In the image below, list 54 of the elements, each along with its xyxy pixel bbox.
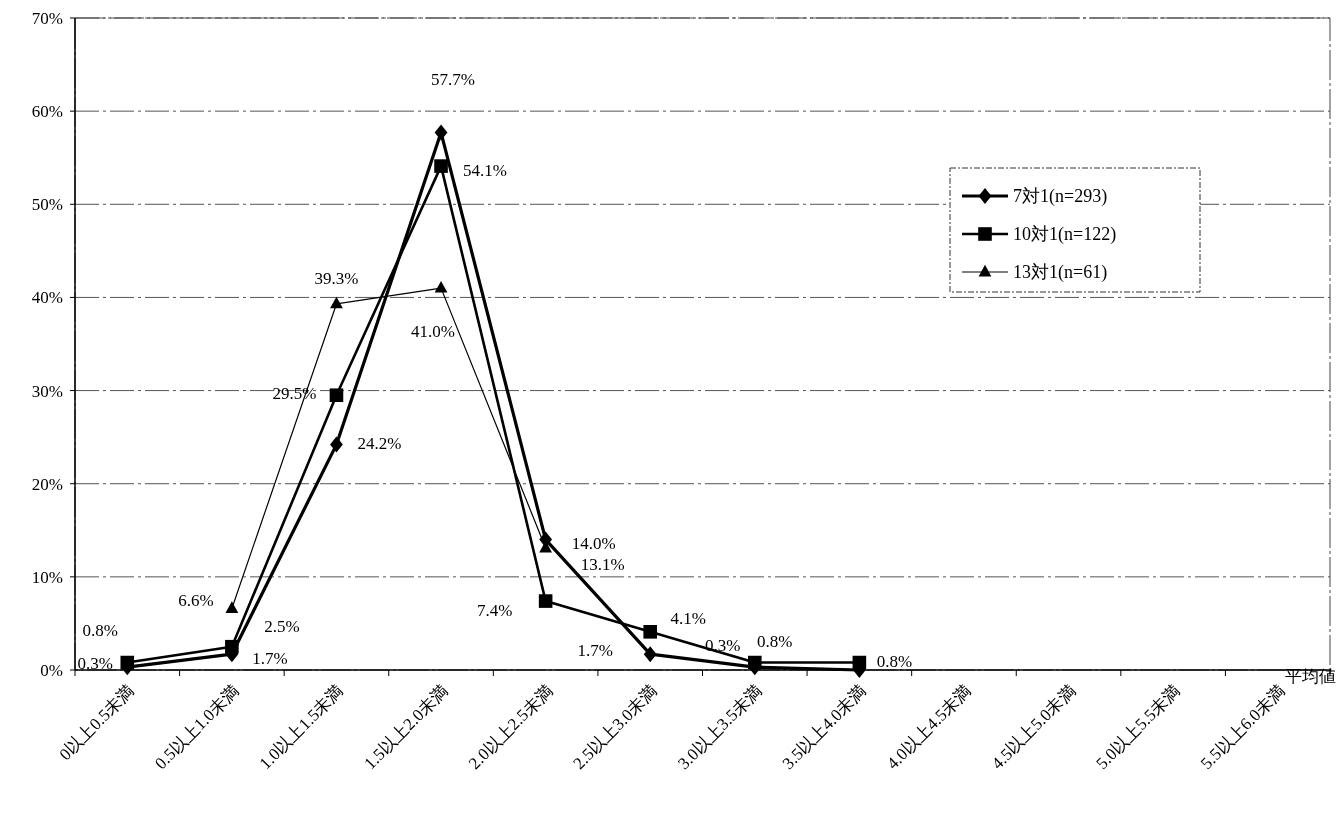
point bbox=[120, 655, 135, 670]
y-tick-label: 30% bbox=[31, 381, 63, 401]
point bbox=[434, 280, 448, 293]
data-label: 41.0% bbox=[411, 322, 455, 342]
x-tick-label: 1.5以上2.0未満 bbox=[360, 681, 452, 773]
x-tick-label: 0以上0.5未満 bbox=[55, 681, 139, 764]
data-label: 24.2% bbox=[357, 433, 402, 453]
y-tick-label: 40% bbox=[31, 288, 63, 308]
x-tick-label: 2.0以上2.5未満 bbox=[464, 681, 557, 773]
x-tick-label: 3.5以上4.0未満 bbox=[778, 681, 871, 773]
point bbox=[643, 646, 657, 663]
point bbox=[330, 296, 343, 309]
x-tick-label: 0.5以上1.0未満 bbox=[151, 681, 243, 773]
point bbox=[643, 625, 658, 639]
point bbox=[434, 159, 448, 173]
data-label: 6.6% bbox=[178, 590, 214, 610]
data-label: 1.7% bbox=[252, 649, 288, 669]
data-label: 1.7% bbox=[577, 641, 613, 661]
y-tick-label: 0% bbox=[40, 661, 63, 680]
data-label: 0.8% bbox=[82, 620, 118, 640]
y-tick-label: 20% bbox=[31, 474, 63, 494]
point bbox=[852, 655, 867, 670]
legend-label: 13対1(n=61) bbox=[1013, 262, 1108, 283]
x-tick-label: 1.0以上1.5未満 bbox=[255, 681, 348, 773]
data-label: 54.1% bbox=[463, 161, 507, 181]
data-label: 13.1% bbox=[580, 554, 625, 574]
x-tick-label: 4.0以上4.5未満 bbox=[883, 681, 975, 773]
y-tick-label: 10% bbox=[31, 567, 63, 587]
point bbox=[329, 388, 344, 403]
point bbox=[747, 655, 762, 670]
legend-label: 10対1(n=122) bbox=[1013, 224, 1117, 245]
x-tick-label: 3.0以上3.5未満 bbox=[674, 681, 766, 773]
point bbox=[225, 601, 239, 613]
data-label: 39.3% bbox=[314, 268, 359, 288]
point bbox=[225, 639, 239, 654]
x-tick-label: 2.5以上3.0未満 bbox=[569, 681, 662, 773]
x-tick-label: 5.0以上5.5未満 bbox=[1092, 681, 1184, 773]
data-label: 4.1% bbox=[670, 608, 706, 628]
point bbox=[434, 124, 448, 141]
point bbox=[538, 594, 553, 608]
y-tick-label: 70% bbox=[31, 9, 63, 28]
data-label: 0.3% bbox=[77, 654, 113, 674]
data-label: 2.5% bbox=[264, 616, 300, 636]
x-tick-label: 4.5以上5.0未満 bbox=[987, 681, 1080, 773]
data-label: 57.7% bbox=[431, 69, 475, 89]
data-label: 7.4% bbox=[476, 601, 513, 621]
legend-label: 7対1(n=293) bbox=[1013, 186, 1108, 207]
data-label: 0.8% bbox=[757, 631, 793, 651]
data-label: 0.8% bbox=[876, 651, 913, 671]
point bbox=[330, 436, 343, 453]
y-tick-label: 50% bbox=[31, 195, 63, 215]
data-label: 14.0% bbox=[571, 533, 616, 553]
data-label: 0.3% bbox=[705, 636, 741, 656]
y-tick-label: 60% bbox=[31, 102, 63, 122]
